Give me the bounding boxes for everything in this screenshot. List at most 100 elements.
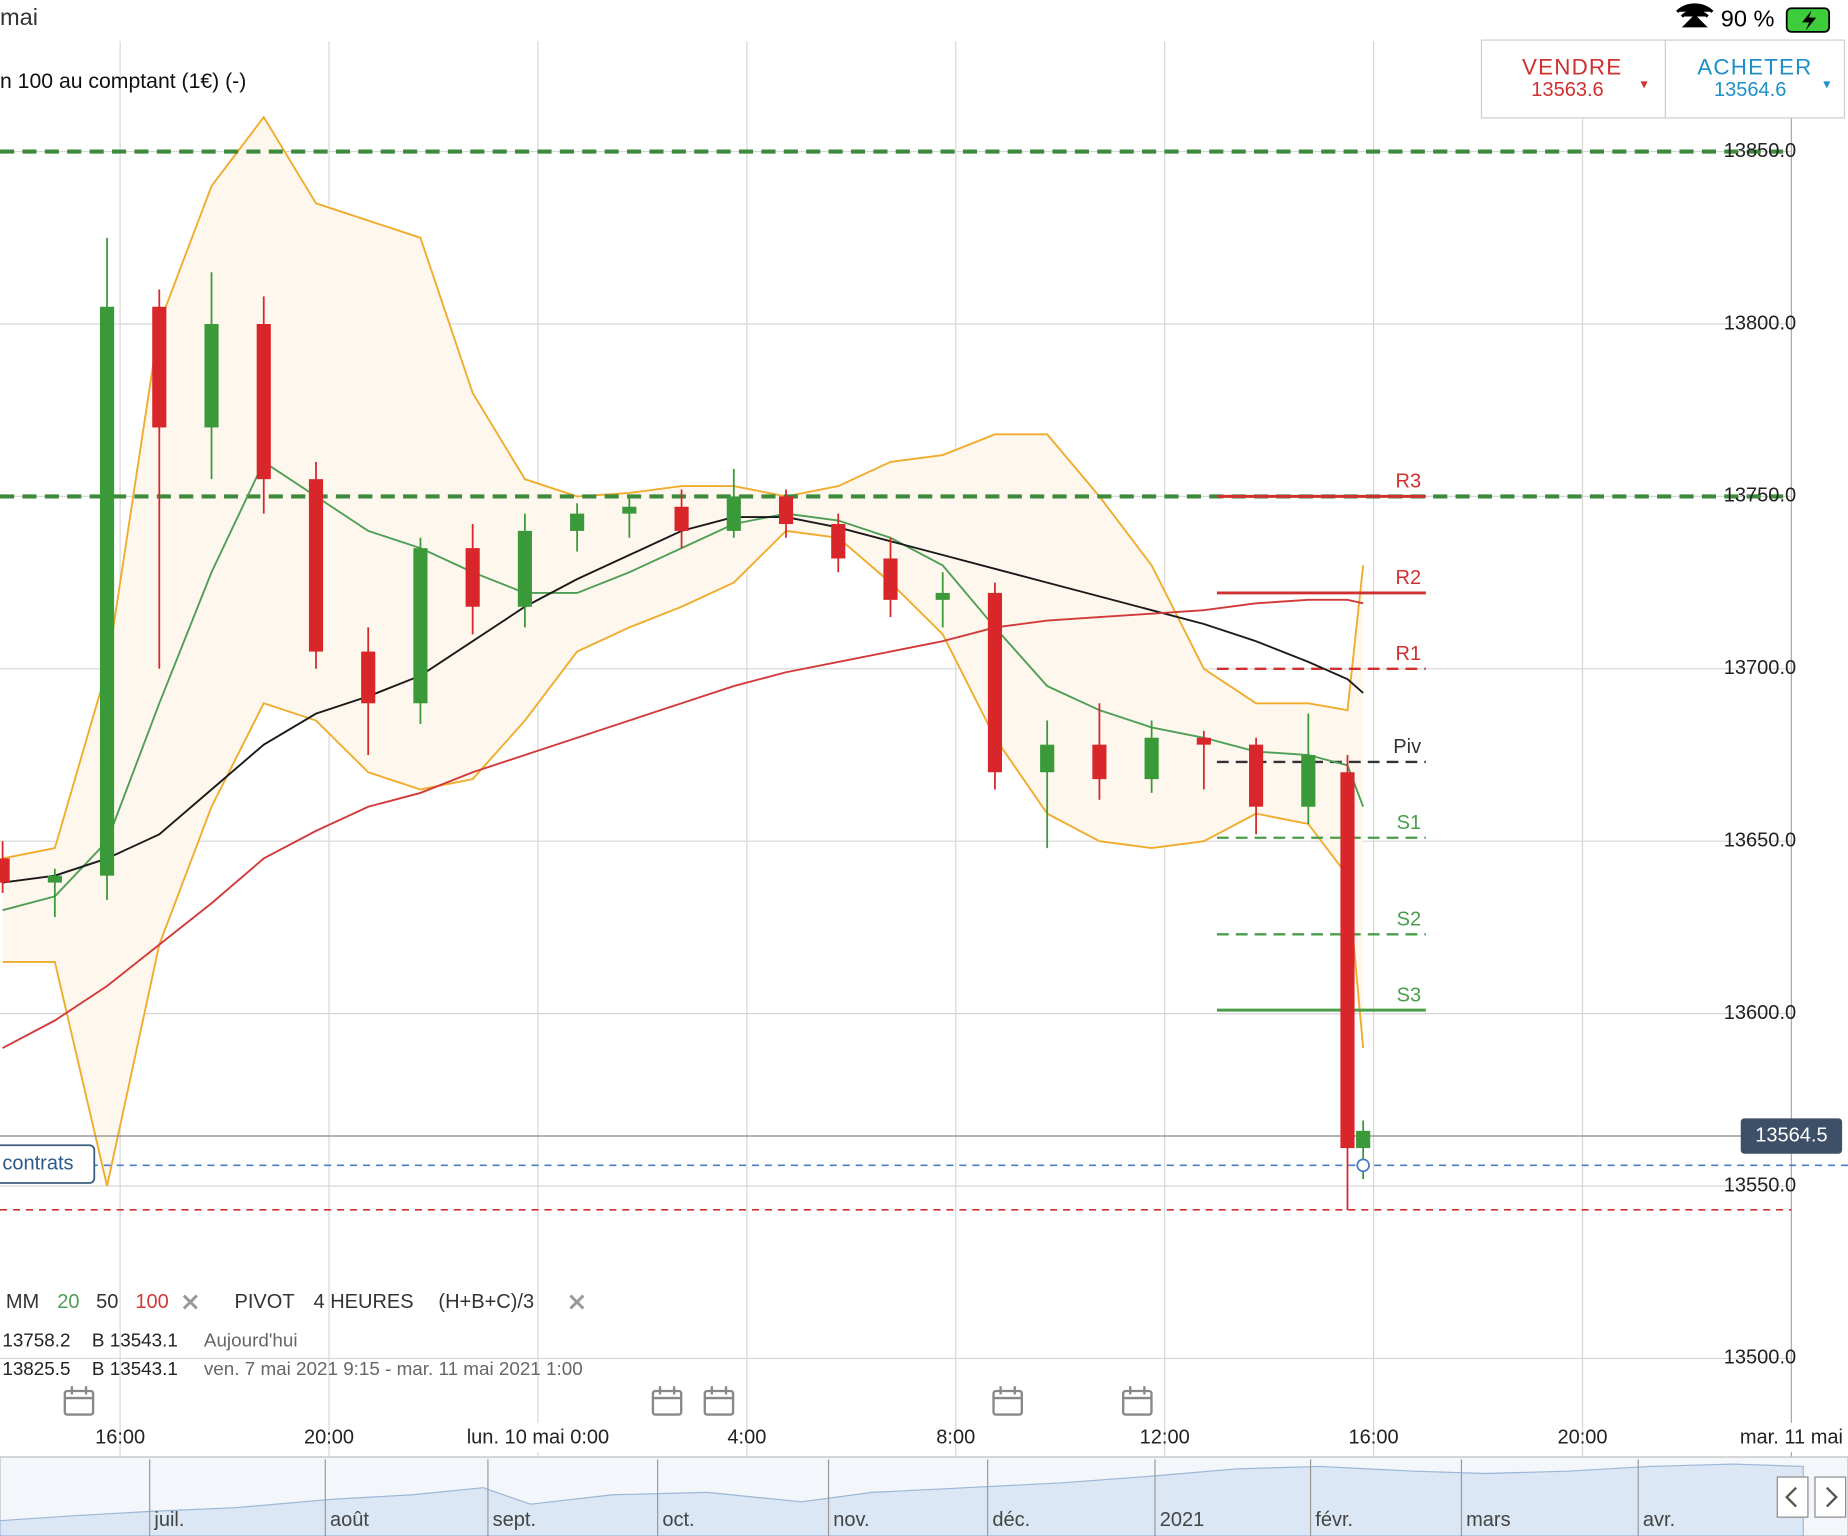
candle-body xyxy=(778,496,794,524)
candle-body xyxy=(413,548,428,704)
candle-body xyxy=(47,875,62,883)
position-label: contrats xyxy=(2,1152,73,1174)
buy-arrow[interactable] xyxy=(1823,81,1831,89)
position-marker xyxy=(1356,1158,1370,1173)
calendar-icon-detail xyxy=(652,1386,682,1400)
position-box[interactable] xyxy=(0,1144,96,1184)
ma-line xyxy=(2,516,1364,884)
nav-left-button[interactable] xyxy=(1776,1476,1809,1518)
calendar-icon[interactable] xyxy=(703,1389,735,1416)
nav-right-button[interactable] xyxy=(1814,1476,1847,1518)
y-tick-label: 13650.0 xyxy=(1724,830,1796,852)
calendar-icons[interactable] xyxy=(63,1386,1153,1416)
candle-body xyxy=(831,523,846,559)
sell-button[interactable]: VENDRE 13563.6 xyxy=(1522,54,1648,101)
plot-layer: R3 R2 R1 Piv S1 S2 S3 xyxy=(0,115,1848,1211)
close-ma-icon[interactable] xyxy=(182,1294,198,1310)
navigator-month: oct. xyxy=(662,1509,694,1531)
candle-body xyxy=(1092,744,1107,780)
candle-body xyxy=(570,513,585,531)
candle-body xyxy=(1340,772,1355,1149)
candle-body xyxy=(99,306,115,876)
last-price-box xyxy=(1740,1118,1843,1154)
legend-entry: 100 xyxy=(135,1291,168,1313)
y-tick-label: 13700.0 xyxy=(1724,657,1796,679)
sell-label[interactable]: VENDRE xyxy=(1522,54,1622,79)
candle-body xyxy=(987,592,1003,773)
navigator-month: mars xyxy=(1466,1509,1510,1531)
pivot-label: Piv xyxy=(1393,736,1421,758)
legend-entry: 20 xyxy=(57,1291,79,1313)
y-tick-label: 13850.0 xyxy=(1724,140,1796,162)
nav-right-arrow[interactable] xyxy=(1825,1486,1838,1508)
nav-left-arrow[interactable] xyxy=(1785,1486,1797,1508)
pivot-label: R2 xyxy=(1396,567,1422,589)
buy-label[interactable]: ACHETER xyxy=(1697,54,1812,79)
candle-body xyxy=(1356,1130,1371,1149)
y-tick-label: 13800.0 xyxy=(1724,312,1796,334)
calendar-icon[interactable] xyxy=(651,1389,683,1416)
candle-body xyxy=(361,651,376,704)
navigator-month: déc. xyxy=(992,1509,1030,1531)
navigator-month: nov. xyxy=(833,1509,869,1531)
x-tick-label: 12:00 xyxy=(1140,1426,1190,1448)
legend-series: 20 50 100 xyxy=(57,1291,169,1313)
info-cell: 13825.5 xyxy=(2,1358,70,1379)
sell-price[interactable]: 13563.6 xyxy=(1531,79,1603,101)
x-tick-label: 4:00 xyxy=(727,1426,766,1448)
candle-body xyxy=(204,323,219,428)
trade-box xyxy=(1480,39,1846,119)
pivot-label: R1 xyxy=(1396,643,1422,665)
calendar-icon[interactable] xyxy=(1122,1389,1153,1416)
info-cell: B 13543.1 xyxy=(92,1329,178,1350)
candle-body xyxy=(1249,744,1264,807)
navigator-months: juil. août sept. oct. nov. déc. 2021 févr. mars a… xyxy=(149,1459,1675,1536)
navigator-month: août xyxy=(330,1509,369,1531)
candle-body xyxy=(256,323,271,480)
calendar-icon[interactable] xyxy=(63,1389,95,1416)
info-cell: B 13543.1 xyxy=(92,1358,178,1379)
sell-arrow[interactable] xyxy=(1640,81,1648,89)
calendar-icon-detail xyxy=(1123,1386,1152,1400)
last-price-label: 13564.5 xyxy=(1755,1124,1827,1146)
navigator-month: avr. xyxy=(1643,1509,1675,1531)
candle-body xyxy=(465,548,480,607)
x-tick-label: 20:00 xyxy=(1557,1426,1607,1448)
candle-body xyxy=(935,592,950,600)
buy-button[interactable]: ACHETER 13564.6 xyxy=(1697,54,1831,101)
y-tick-label: 13550.0 xyxy=(1724,1174,1796,1196)
candle-body xyxy=(883,558,898,600)
info-rows: 13758.2 B 13543.1 Aujourd'hui 13825.5 B 1354… xyxy=(2,1329,582,1378)
legend-formula: (H+B+C)/3 xyxy=(438,1291,534,1313)
band-line xyxy=(2,529,1365,1187)
legend-period: 4 HEURES xyxy=(314,1291,414,1313)
info-cell: Aujourd'hui xyxy=(204,1329,298,1350)
candle-body xyxy=(1144,737,1159,780)
candle-body xyxy=(674,506,689,531)
info-cell: 13758.2 xyxy=(2,1329,70,1350)
instrument-name: n 100 au comptant (1€) (-) xyxy=(0,70,246,93)
candle-body xyxy=(1301,755,1316,807)
calendar-icon-detail xyxy=(993,1386,1022,1400)
band-fill xyxy=(2,117,1364,1187)
legend-pivot: PIVOT xyxy=(235,1291,295,1313)
close-pivot-icon[interactable] xyxy=(569,1294,585,1310)
navigator-month: févr. xyxy=(1315,1509,1353,1531)
candle-body xyxy=(1040,744,1055,773)
pivot-label: S1 xyxy=(1397,812,1421,834)
battery-level: 90 % xyxy=(1721,5,1775,31)
calendar-icon[interactable] xyxy=(992,1389,1023,1416)
candle-body xyxy=(0,858,10,883)
x-tick-label-bg xyxy=(459,1422,617,1452)
pivot-label: S2 xyxy=(1397,908,1421,930)
candle-body xyxy=(726,496,741,531)
x-tick-label: 16:00 xyxy=(95,1426,145,1448)
x-tick-label: 20:00 xyxy=(304,1426,354,1448)
calendar-icon-detail xyxy=(64,1386,94,1400)
candle-body xyxy=(622,506,637,514)
buy-price[interactable]: 13564.6 xyxy=(1714,79,1786,101)
candle-body xyxy=(308,479,324,652)
y-tick-label: 13500.0 xyxy=(1724,1347,1796,1369)
candle-body xyxy=(1196,737,1211,745)
